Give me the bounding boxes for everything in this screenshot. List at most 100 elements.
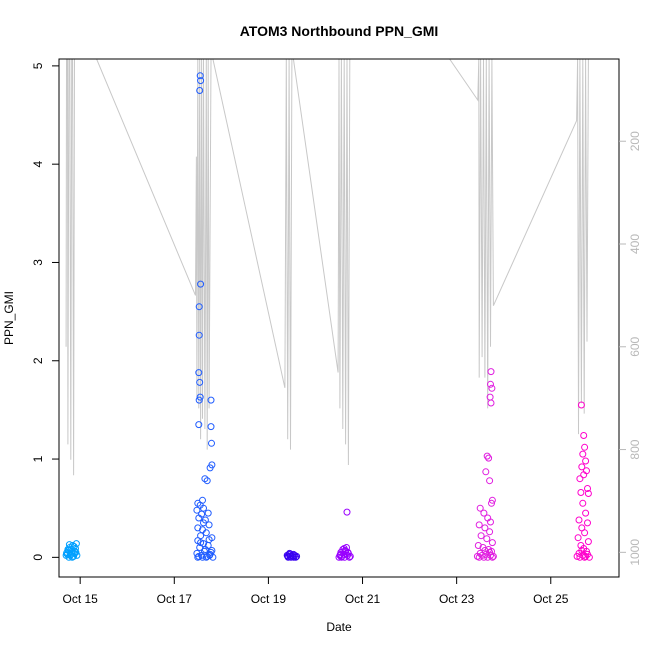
data-point-s4 bbox=[481, 524, 489, 532]
data-point-s1 bbox=[196, 72, 204, 80]
data-point-s1 bbox=[207, 423, 215, 431]
y-tick-label: 1 bbox=[31, 455, 45, 462]
data-point-s1 bbox=[197, 539, 205, 547]
data-point-s0 bbox=[71, 547, 79, 555]
data-point-s4 bbox=[487, 380, 494, 388]
data-point-s1 bbox=[195, 303, 203, 311]
data-point-s1 bbox=[196, 378, 204, 386]
data-point-s3 bbox=[343, 508, 351, 516]
data-point-s3 bbox=[344, 548, 352, 556]
data-point-s1 bbox=[195, 514, 203, 522]
data-point-s4 bbox=[485, 454, 493, 462]
y2-tick-label: 200 bbox=[628, 131, 642, 151]
data-point-s1 bbox=[200, 519, 207, 527]
data-point-s1 bbox=[208, 547, 216, 554]
data-point-s5 bbox=[578, 463, 586, 471]
data-point-s4 bbox=[483, 535, 491, 543]
data-point-s5 bbox=[579, 450, 587, 458]
data-point-s4 bbox=[488, 496, 496, 504]
data-point-s0 bbox=[65, 541, 73, 549]
data-point-s5 bbox=[577, 489, 585, 496]
data-point-s5 bbox=[582, 457, 590, 465]
data-point-s0 bbox=[67, 546, 75, 553]
y2-axis: 200 400 600 800 1000 bbox=[619, 131, 642, 566]
data-point-s5 bbox=[584, 538, 592, 546]
data-point-s5 bbox=[584, 485, 591, 492]
data-point-s5 bbox=[575, 516, 583, 524]
data-point-s1 bbox=[196, 393, 204, 401]
y-axis-label: PPN_GMI bbox=[2, 291, 16, 345]
data-point-s5 bbox=[579, 499, 587, 507]
y-tick-label: 0 bbox=[31, 554, 45, 561]
data-point-s3 bbox=[340, 545, 348, 552]
x-tick-label: Oct 15 bbox=[62, 592, 98, 606]
data-point-s1 bbox=[201, 475, 209, 483]
data-point-s4 bbox=[482, 468, 490, 476]
x-tick-label: Oct 23 bbox=[439, 592, 475, 606]
data-point-s1 bbox=[206, 464, 214, 472]
data-point-s2 bbox=[293, 552, 301, 560]
data-point-s1 bbox=[202, 529, 210, 537]
data-point-s4 bbox=[474, 542, 482, 549]
y-axis: 0 1 2 3 4 5 bbox=[31, 62, 59, 561]
data-point-s1 bbox=[195, 421, 203, 429]
x-tick-label: Oct 21 bbox=[345, 592, 381, 606]
data-point-s4 bbox=[487, 399, 495, 407]
data-point-s1 bbox=[205, 536, 213, 544]
data-point-s1 bbox=[194, 553, 202, 561]
data-point-s5 bbox=[573, 552, 581, 560]
y2-tick-label: 800 bbox=[628, 439, 642, 459]
y-tick-label: 4 bbox=[31, 161, 45, 168]
data-point-s4 bbox=[486, 477, 494, 485]
data-point-s5 bbox=[581, 529, 589, 537]
data-point-s4 bbox=[477, 532, 485, 540]
data-point-s4 bbox=[481, 547, 489, 554]
data-point-s1 bbox=[207, 396, 215, 404]
data-point-s4 bbox=[489, 552, 497, 560]
data-point-s4 bbox=[487, 518, 494, 526]
data-point-s1 bbox=[196, 87, 204, 94]
data-point-s1 bbox=[194, 499, 202, 507]
data-point-s1 bbox=[195, 552, 203, 560]
chart-title: ATOM3 Northbound PPN_GMI bbox=[240, 23, 439, 39]
data-point-s4 bbox=[476, 504, 484, 512]
data-point-s1 bbox=[193, 506, 201, 514]
data-point-s1 bbox=[197, 77, 205, 85]
data-point-s1 bbox=[195, 369, 203, 377]
data-point-s2 bbox=[284, 552, 292, 560]
data-point-s3 bbox=[345, 553, 353, 561]
data-point-s5 bbox=[576, 553, 584, 561]
data-point-s1 bbox=[208, 439, 215, 447]
y2-tick-label: 600 bbox=[628, 336, 642, 356]
data-point-s4 bbox=[480, 509, 488, 517]
data-point-s4 bbox=[488, 384, 496, 392]
data-point-s1 bbox=[203, 477, 211, 485]
data-point-s2 bbox=[288, 551, 296, 559]
data-point-s5 bbox=[577, 401, 585, 409]
data-point-s3 bbox=[336, 550, 344, 558]
data-point-s4 bbox=[483, 452, 491, 460]
data-point-s4 bbox=[480, 553, 488, 561]
y-tick-label: 3 bbox=[31, 259, 45, 266]
data-point-s1 bbox=[204, 509, 212, 517]
data-point-s5 bbox=[584, 490, 592, 497]
x-tick-label: Oct 25 bbox=[533, 592, 569, 606]
y2-tick-label: 400 bbox=[628, 234, 642, 254]
x-axis-label: Date bbox=[326, 620, 352, 634]
y-tick-label: 5 bbox=[31, 62, 45, 69]
data-point-s5 bbox=[584, 550, 591, 558]
data-point-s4 bbox=[486, 528, 494, 536]
x-tick-label: Oct 19 bbox=[251, 592, 287, 606]
data-point-s0 bbox=[72, 545, 79, 552]
data-point-s4 bbox=[487, 368, 495, 376]
y-tick-label: 2 bbox=[31, 357, 45, 364]
data-point-s1 bbox=[195, 331, 203, 339]
data-point-s0 bbox=[63, 549, 70, 557]
data-point-s1 bbox=[202, 553, 210, 561]
x-axis: Oct 15 Oct 17 Oct 19 Oct 21 Oct 23 Oct 25 bbox=[62, 577, 569, 606]
data-point-s1 bbox=[197, 280, 205, 288]
data-point-s1 bbox=[195, 396, 203, 404]
data-point-s4 bbox=[475, 521, 483, 529]
